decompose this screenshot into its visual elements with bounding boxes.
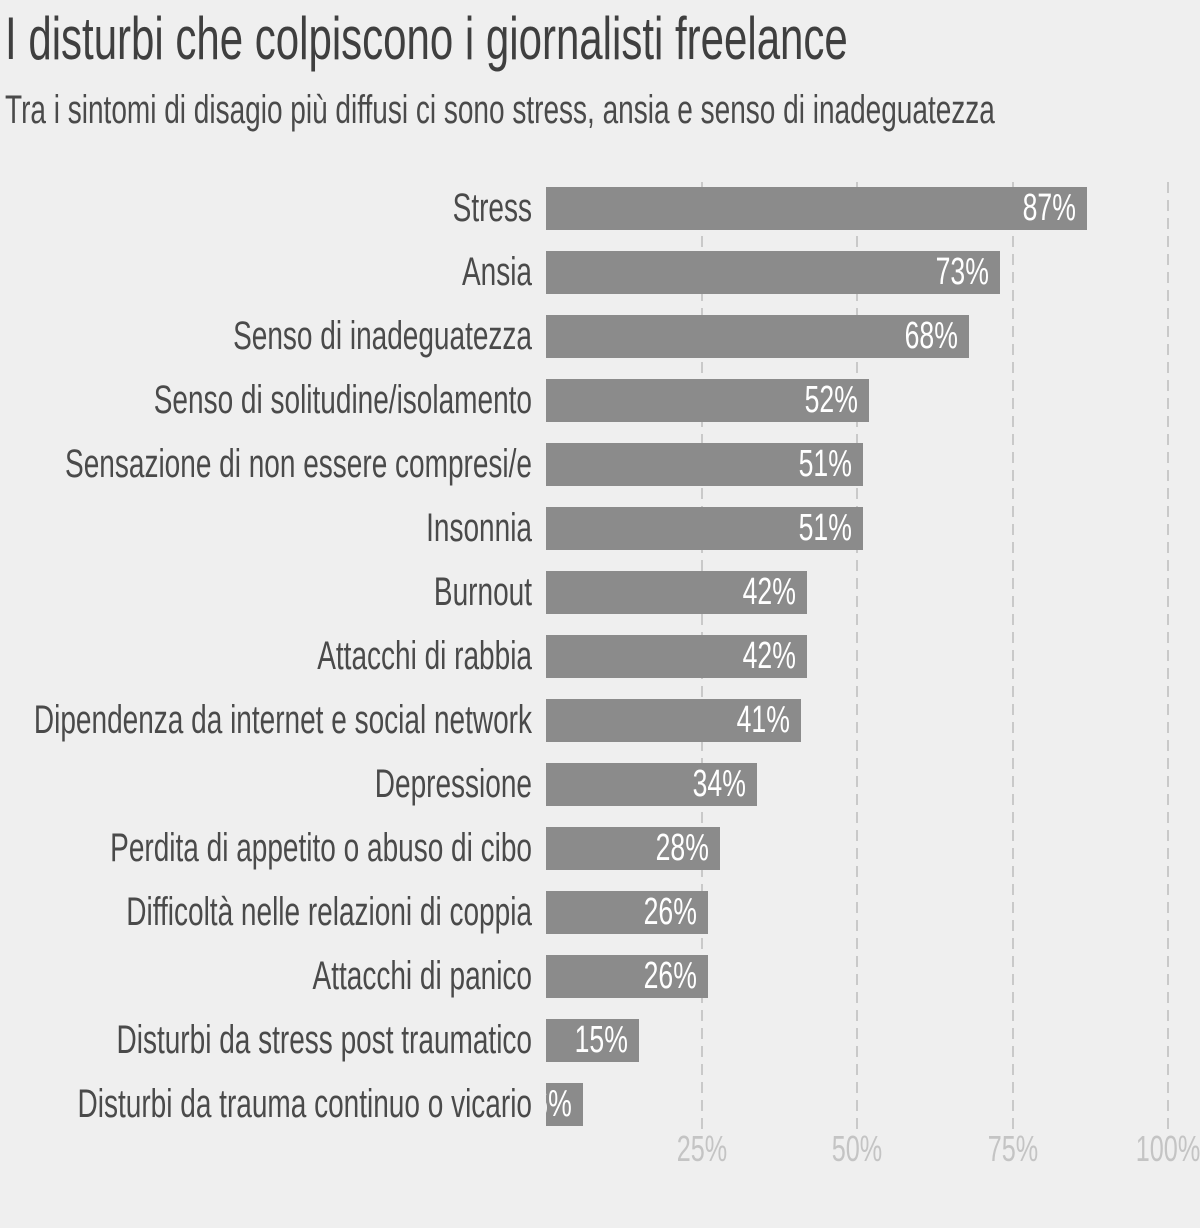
bar-label: Disturbi da trauma continuo o vicario	[77, 1082, 533, 1126]
bar-label: Ansia	[461, 250, 532, 294]
bar-row: Sensazione di non essere compresi/e 51%	[0, 432, 1200, 496]
bar-value-label: 6%	[546, 1083, 573, 1125]
bar-value-label: 68%	[904, 315, 958, 357]
x-gridline	[1011, 182, 1014, 1134]
bar-value-label: 73%	[935, 251, 989, 293]
bar-value-label: 42%	[742, 635, 797, 677]
bar-row: Disturbi da stress post traumatico 15%	[0, 1008, 1200, 1072]
bar-track: 42%	[546, 570, 1168, 614]
x-tick-label: 50%	[831, 1128, 883, 1169]
bar: 28%	[546, 826, 721, 870]
bar-value-label: 51%	[798, 507, 853, 549]
bar-value-label: 34%	[693, 763, 747, 805]
bar-label: Sensazione di non essere compresi/e	[65, 442, 533, 486]
bar-row: Attacchi di panico 26%	[0, 944, 1200, 1008]
bar-row: Ansia 73%	[0, 240, 1200, 304]
bar-row: Stress 87%	[0, 176, 1200, 240]
bar-value-label: 87%	[1022, 187, 1076, 229]
x-tick-label: 75%	[987, 1128, 1038, 1169]
bar-track: 6%	[546, 1082, 1168, 1126]
plot-area: Stress 87% Ansia 73% Senso di inadeguate…	[0, 176, 1200, 1167]
bar-row: Attacchi di rabbia 42%	[0, 624, 1200, 688]
bar-value-label: 28%	[655, 827, 709, 869]
x-axis: 25% 50% 75% 100%	[546, 1128, 1200, 1181]
bar-track: 41%	[546, 698, 1168, 742]
bar-track: 26%	[546, 890, 1168, 934]
bar-row: Difficoltà nelle relazioni di coppia 26%	[0, 880, 1200, 944]
bar-label: Attacchi di panico	[312, 954, 532, 998]
bar-track: 68%	[546, 314, 1168, 358]
x-gridline	[1167, 182, 1169, 1134]
bar-label: Senso di solitudine/isolamento	[153, 378, 532, 422]
bar-label: Attacchi di rabbia	[317, 634, 532, 678]
bar: 42%	[546, 570, 808, 614]
bar: 26%	[546, 890, 708, 934]
bar-value-label: 26%	[643, 891, 697, 933]
bar-row: Senso di inadeguatezza 68%	[0, 304, 1200, 368]
bar-value-label: 26%	[643, 955, 697, 997]
bar: 26%	[546, 954, 708, 998]
bar-value-label: 41%	[736, 699, 790, 741]
bar: 41%	[546, 698, 802, 742]
chart-header: I disturbi che colpiscono i giornalisti …	[0, 5, 1200, 133]
bar: 15%	[546, 1018, 640, 1062]
bar-label: Dipendenza da internet e social network	[33, 698, 533, 742]
bar: 73%	[546, 250, 1001, 294]
bar-label: Perdita di appetito o abuso di cibo	[110, 826, 533, 870]
bar-row: Senso di solitudine/isolamento 52%	[0, 368, 1200, 432]
bar-track: 28%	[546, 826, 1168, 870]
bar-track: 15%	[546, 1018, 1168, 1062]
bar-track: 26%	[546, 954, 1168, 998]
x-gridline	[856, 182, 858, 1134]
bar-value-label: 52%	[804, 379, 859, 421]
bar-row: Dipendenza da internet e social network …	[0, 688, 1200, 752]
bar-rows: Stress 87% Ansia 73% Senso di inadeguate…	[0, 176, 1200, 1136]
bar-value-label: 51%	[798, 443, 853, 485]
bar-row: Disturbi da trauma continuo o vicario 6%	[0, 1072, 1200, 1136]
bar-row: Insonnia 51%	[0, 496, 1200, 560]
bar: 34%	[546, 762, 758, 806]
bar-track: 73%	[546, 250, 1168, 294]
bar-label: Depressione	[374, 762, 532, 806]
bar: 51%	[546, 506, 864, 550]
bar: 42%	[546, 634, 808, 678]
bar: 6%	[546, 1082, 584, 1126]
page-subtitle: Tra i sintomi di disagio più diffusi ci …	[5, 88, 995, 132]
bar-track: 51%	[546, 442, 1168, 486]
bar-label: Senso di inadeguatezza	[233, 314, 533, 358]
bar: 68%	[546, 314, 969, 358]
bar-label: Disturbi da stress post traumatico	[116, 1018, 532, 1062]
bar: 87%	[546, 186, 1088, 230]
bar: 52%	[546, 378, 870, 422]
bar-label: Insonnia	[426, 506, 532, 550]
bar-track: 52%	[546, 378, 1168, 422]
bar-row: Depressione 34%	[0, 752, 1200, 816]
bar-track: 51%	[546, 506, 1168, 550]
page-title: I disturbi che colpiscono i giornalisti …	[5, 5, 848, 72]
x-tick-label: 100%	[1135, 1128, 1200, 1169]
bar-label: Burnout	[433, 570, 532, 614]
bar-row: Burnout 42%	[0, 560, 1200, 624]
bar-label: Difficoltà nelle relazioni di coppia	[126, 890, 533, 934]
bar-track: 34%	[546, 762, 1168, 806]
bar-track: 87%	[546, 186, 1168, 230]
bar-track: 42%	[546, 634, 1168, 678]
bar-row: Perdita di appetito o abuso di cibo 28%	[0, 816, 1200, 880]
bar-value-label: 15%	[574, 1019, 629, 1061]
bar-label: Stress	[452, 186, 532, 230]
bar-value-label: 42%	[742, 571, 797, 613]
x-tick-label: 25%	[676, 1128, 727, 1169]
bar: 51%	[546, 442, 864, 486]
